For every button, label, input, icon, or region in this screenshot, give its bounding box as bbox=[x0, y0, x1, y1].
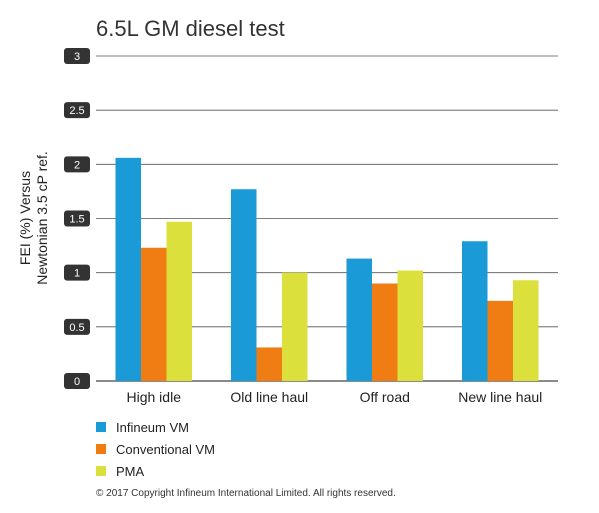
chart-title: 6.5L GM diesel test bbox=[96, 16, 285, 41]
legend-label: Infineum VM bbox=[116, 419, 189, 435]
legend-swatch-infineum-vm bbox=[96, 422, 106, 432]
legend-swatch-conventional-vm bbox=[96, 444, 106, 454]
bar-conventional-vm bbox=[372, 283, 398, 381]
y-tick-badge bbox=[64, 48, 90, 64]
y-tick-badge bbox=[64, 264, 90, 281]
x-category-label: High idle bbox=[127, 389, 182, 405]
bar-conventional-vm bbox=[256, 347, 282, 381]
y-tick-label: 1 bbox=[74, 268, 80, 280]
bar-infineum-vm bbox=[115, 157, 141, 381]
y-axis-label: Newtonian 3.5 cP ref. bbox=[34, 151, 50, 285]
bar-infineum-vm bbox=[346, 258, 372, 381]
bar-pma bbox=[282, 272, 308, 381]
legend-swatch-pma bbox=[96, 466, 106, 476]
y-tick-badge bbox=[64, 156, 90, 173]
x-category-label: Old line haul bbox=[230, 389, 308, 405]
y-tick-badge bbox=[64, 318, 90, 335]
legend-label: Conventional VM bbox=[116, 441, 215, 457]
legend-item-infineum-vm: Infineum VM bbox=[96, 416, 215, 438]
y-axis-label: FEI (%) Versus bbox=[17, 171, 33, 265]
bar-pma bbox=[397, 270, 423, 381]
y-tick-label: 2 bbox=[74, 159, 80, 171]
y-tick-badge bbox=[64, 102, 90, 119]
bar-infineum-vm bbox=[231, 189, 257, 381]
legend-item-pma: PMA bbox=[96, 460, 215, 482]
legend: Infineum VM Conventional VM PMA bbox=[96, 416, 215, 482]
y-tick-label: 3 bbox=[74, 51, 80, 63]
y-tick-badge bbox=[64, 373, 90, 389]
y-tick-label: 0.5 bbox=[69, 322, 84, 334]
legend-label: PMA bbox=[116, 463, 145, 479]
y-tick-label: 0 bbox=[74, 376, 80, 388]
bar-pma bbox=[513, 280, 539, 381]
y-tick-label: 1.5 bbox=[69, 214, 84, 226]
bar-conventional-vm bbox=[487, 300, 513, 381]
legend-item-conventional-vm: Conventional VM bbox=[96, 438, 215, 460]
y-tick-badge bbox=[64, 210, 90, 227]
x-category-label: New line haul bbox=[458, 389, 542, 405]
bar-infineum-vm bbox=[462, 241, 488, 381]
bar-conventional-vm bbox=[141, 247, 167, 381]
copyright-footer: © 2017 Copyright Infineum International … bbox=[96, 488, 396, 499]
x-category-label: Off road bbox=[360, 389, 410, 405]
bar-pma bbox=[166, 221, 192, 381]
y-tick-label: 2.5 bbox=[69, 105, 84, 117]
